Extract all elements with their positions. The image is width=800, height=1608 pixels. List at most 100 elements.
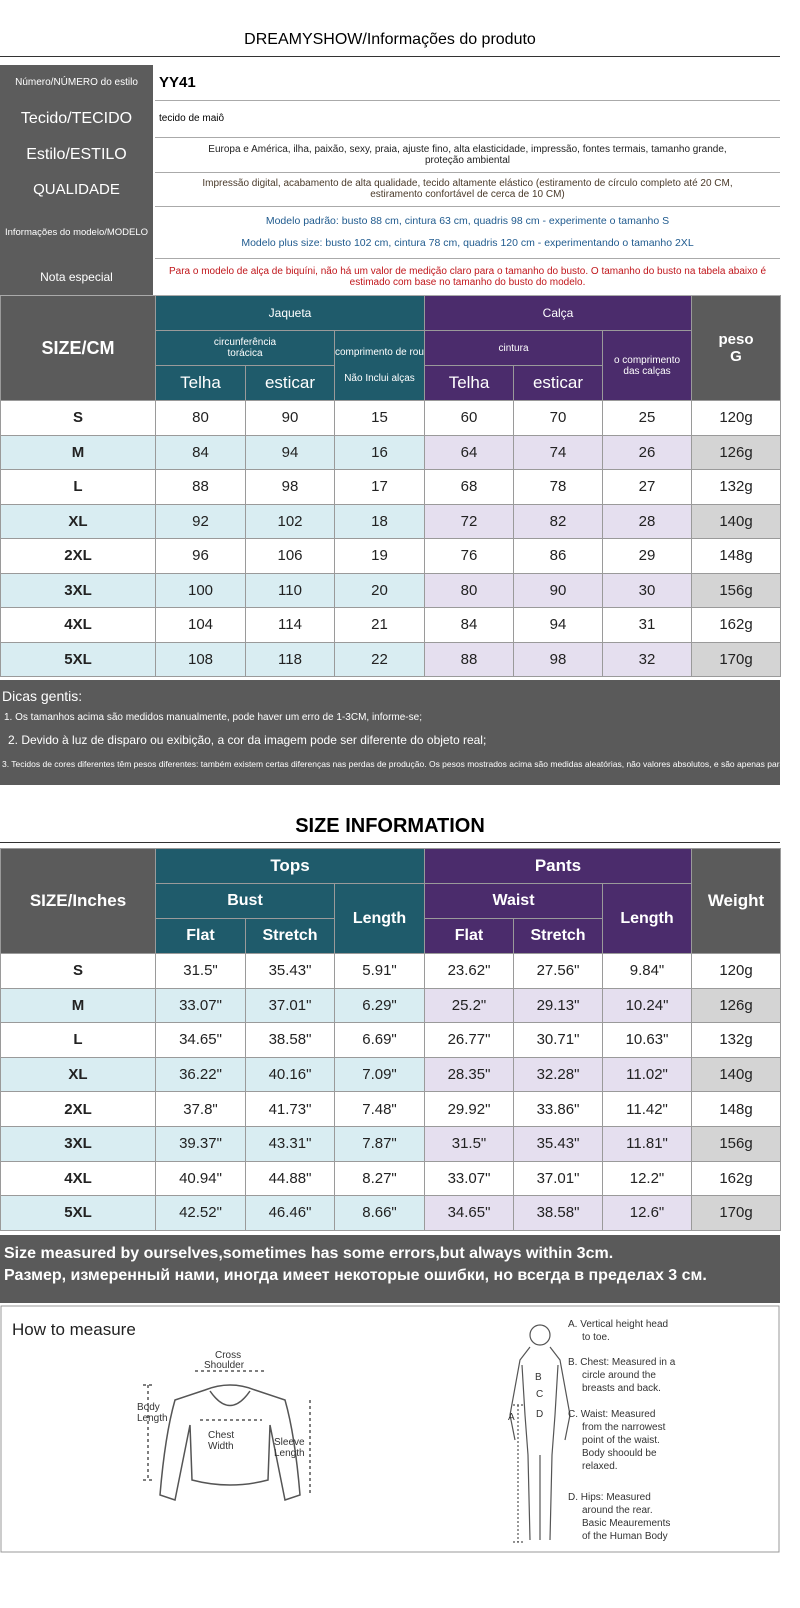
value-cell: 84 [155, 434, 246, 470]
size-cell: S [0, 953, 156, 989]
value-cell: 148g [691, 538, 782, 574]
value-cell: 7.09" [334, 1056, 425, 1093]
size-table-inches: SIZE/Inches Tops Pants Weight Bust Length Wais… [0, 848, 781, 1231]
value-cell: 84 [424, 607, 515, 643]
value-cell: 29 [602, 538, 693, 574]
note-line: Размер, измеренный нами, иногда имеет не… [4, 1267, 707, 1284]
page-title: DREAMYSHOW/Informações do produto [0, 28, 780, 57]
body-marker: A [508, 1412, 515, 1423]
size-cell: 2XL [0, 538, 156, 574]
value-cell: 38.58" [245, 1022, 335, 1058]
header-row: Telha esticar Telha esticar [1, 365, 781, 401]
tips-block: Dicas gentis: 1. Os tamanhos acima são me… [0, 680, 780, 785]
value-cell: 106 [245, 538, 335, 574]
value-cell: 30 [602, 572, 693, 608]
table-row: M 33.07" 37.01" 6.29" 25.2" 29.13" 10.24" 126g [0, 987, 781, 1024]
value-cell: 42.52" [155, 1195, 246, 1231]
note-block: Size measured by ourselves,sometimes has… [0, 1235, 780, 1303]
size-cell: M [0, 434, 156, 470]
value-cell: 15 [333, 400, 426, 436]
value-cell: 110 [245, 572, 335, 608]
table-row: 3XL 39.37" 43.31" 7.87" 31.5" 35.43" 11.81" 156… [0, 1125, 781, 1162]
info-value: Europa e América, ilha, paixão, sexy, pr… [155, 137, 780, 172]
body-note: Basic Meaurements [582, 1518, 670, 1529]
table-row: L 34.65" 38.58" 6.69" 26.77" 30.71" 10.63" 132g [0, 1022, 781, 1058]
body-note: A. Vertical height head [568, 1319, 668, 1330]
header-line: torácica [227, 348, 263, 359]
body-notes: A. Vertical height head to toe. B. Chest: … [568, 1319, 676, 1542]
info-row: Estilo/ESTILO Europa e América, ilha, pai… [0, 137, 780, 173]
header-cell: Waist [424, 883, 603, 919]
value-cell: 98 [513, 641, 604, 677]
table-row: L 88 98 17 68 78 27 132g [0, 469, 782, 505]
value-cell: 8.66" [334, 1195, 425, 1231]
header-row: SIZE/CM Jaqueta Calça peso G [0, 295, 782, 401]
table-row: 2XL 37.8" 41.73" 7.48" 29.92" 33.86" 11.42" 148… [0, 1091, 781, 1127]
measure-figure: How to measure Cross Shoulder Body Lengt… [0, 1305, 780, 1553]
header-line: Não Inclui alças [344, 372, 415, 384]
value-cell: 11.42" [602, 1091, 692, 1127]
info-label: Nota especial [0, 258, 155, 295]
info-label: Tecido/TECIDO [0, 100, 155, 137]
body-note: to toe. [582, 1332, 610, 1343]
value-cell: 6.69" [334, 1022, 425, 1058]
value-cell: 29.92" [424, 1091, 514, 1127]
info-label: Número/NÚMERO do estilo [0, 65, 155, 100]
value-cell: 35.43" [245, 953, 335, 989]
value-cell: 37.01" [513, 1160, 603, 1197]
table-row: 3XL 100 110 20 80 90 30 156g [0, 572, 782, 608]
value-cell: 31.5" [424, 1125, 514, 1162]
value-cell: 140g [691, 1056, 781, 1093]
value-cell: 120g [691, 953, 781, 989]
info-label: Informações do modelo/MODELO [0, 206, 155, 258]
garment-label: Length [137, 1413, 168, 1424]
value-cell: 21 [333, 607, 426, 643]
info-line: tecido de maiô [159, 113, 225, 124]
size-cell: S [0, 400, 156, 436]
size-cell: 4XL [0, 607, 156, 643]
value-cell: 36.22" [155, 1056, 246, 1093]
garment-label: Chest [208, 1430, 234, 1441]
value-cell: 104 [155, 607, 246, 643]
value-cell: 74 [513, 434, 604, 470]
value-cell: 102 [245, 503, 335, 539]
value-cell: 11.02" [602, 1056, 692, 1093]
header-line: G [730, 348, 742, 365]
value-cell: 6.29" [334, 987, 425, 1024]
info-line: Impressão digital, acabamento de alta qu… [202, 178, 733, 189]
header-cell: cintura [424, 330, 604, 366]
value-cell: 170g [691, 1195, 781, 1231]
info-value: Para o modelo de alça de biquíni, não há… [155, 258, 780, 295]
value-cell: 25.2" [424, 987, 514, 1024]
header-cell: peso G [691, 295, 782, 401]
garment-label: Body [137, 1402, 160, 1413]
header-cell: o comprimento das calças [602, 330, 693, 401]
value-cell: 132g [691, 1022, 781, 1058]
value-cell: 23.62" [424, 953, 514, 989]
value-cell: 60 [424, 400, 515, 436]
value-cell: 9.84" [602, 953, 692, 989]
value-cell: 19 [333, 538, 426, 574]
value-cell: 41.73" [245, 1091, 335, 1127]
table-row: 5XL 108 118 22 88 98 32 170g [0, 641, 782, 677]
value-cell: 82 [513, 503, 604, 539]
value-cell: 80 [424, 572, 515, 608]
info-line: Modelo padrão: busto 88 cm, cintura 63 c… [265, 215, 670, 227]
value-cell: 30.71" [513, 1022, 603, 1058]
body-markers: B C A D [508, 1372, 543, 1423]
table-row: XL 36.22" 40.16" 7.09" 28.35" 32.28" 11.02" 140… [0, 1056, 781, 1093]
value-cell: 37.8" [155, 1091, 246, 1127]
table-row: 2XL 96 106 19 76 86 29 148g [0, 538, 782, 574]
info-label: QUALIDADE [0, 172, 155, 206]
tips-title: Dicas gentis: [2, 688, 83, 704]
value-cell: 16 [333, 434, 426, 470]
value-cell: 35.43" [513, 1125, 603, 1162]
value-cell: 40.16" [245, 1056, 335, 1093]
value-cell: 68 [424, 469, 515, 505]
tip-line: 2. Devido à luz de disparo ou exibição, … [8, 733, 487, 747]
value-cell: 126g [691, 987, 781, 1024]
value-cell: 98 [245, 469, 335, 505]
size-cell: 2XL [0, 1091, 156, 1127]
garment-label: Length [274, 1448, 305, 1459]
